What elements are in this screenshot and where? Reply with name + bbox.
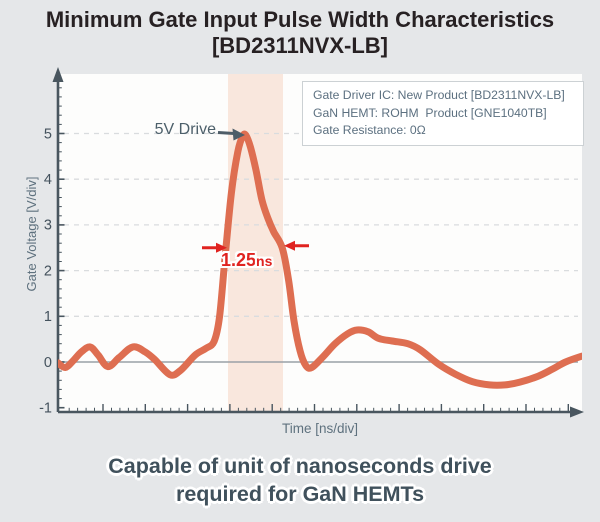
caption: Capable of unit of nanoseconds drive req…	[0, 452, 600, 508]
chart-title: Minimum Gate Input Pulse Width Character…	[0, 7, 600, 59]
y-tick-label--1: -1	[39, 401, 52, 417]
y-tick-label-4: 4	[44, 172, 52, 188]
drive-arrow-line	[217, 131, 235, 135]
y-axis-arrow	[52, 67, 64, 82]
y-tick-label-1: 1	[44, 309, 52, 325]
pulse-highlight-band	[228, 74, 283, 412]
drive-arrow-head	[232, 128, 245, 141]
pulse-width-value: 1.25	[221, 250, 257, 270]
caption-line2: required for GaN HEMTs	[175, 482, 425, 506]
pulse-width-label: 1.25ns	[221, 250, 272, 271]
pw-arrow-right-head	[284, 240, 295, 251]
y-tick-label-5: 5	[44, 126, 52, 142]
y-tick-label-0: 0	[44, 355, 52, 371]
legend-gan-hemt: GaN HEMT: ROHM Product [GNE1040TB]	[313, 105, 547, 120]
legend-gate-resistance: Gate Resistance: 0Ω	[313, 123, 426, 137]
pulse-width-unit: ns	[256, 253, 273, 269]
y-tick-label-3: 3	[44, 218, 52, 234]
waveform-path	[58, 130, 582, 389]
legend-gate-driver: Gate Driver IC: New Product [BD2311NVX-L…	[313, 88, 565, 102]
chart-title-line2: [BD2311NVX-LB]	[211, 33, 389, 58]
x-axis-title: Time [ns/div]	[281, 421, 359, 436]
chart-title-line1: Minimum Gate Input Pulse Width Character…	[45, 7, 555, 32]
legend-box: Gate Driver IC: New Product [BD2311NVX-L…	[302, 81, 584, 146]
pw-arrow-left-head	[216, 242, 227, 253]
caption-line1: Capable of unit of nanoseconds drive	[108, 454, 492, 478]
drive-voltage-label: 5V Drive	[154, 121, 216, 138]
x-axis-arrow	[570, 406, 584, 418]
y-tick-label-2: 2	[44, 263, 52, 279]
y-axis-title: Gate Voltage [V/div]	[24, 176, 39, 292]
